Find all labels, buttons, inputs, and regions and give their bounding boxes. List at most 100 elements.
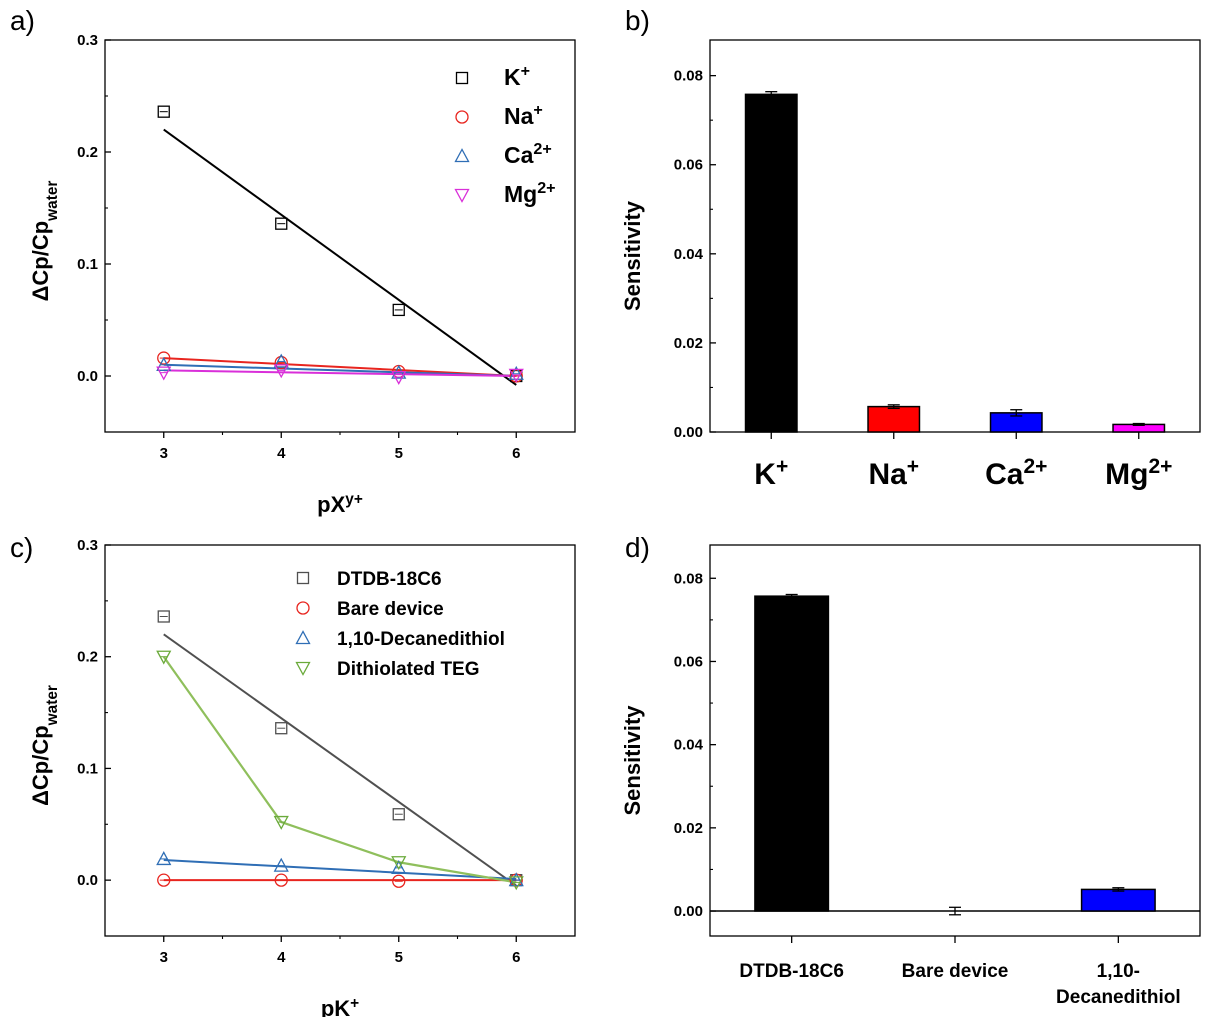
panel-a-ytick-label: 0.2 — [77, 144, 98, 161]
panel-b-category-label-1-part: Na — [868, 458, 907, 491]
panel-c-legend-marker-1 — [296, 601, 310, 615]
panel-c-legend-label-0-part: DTDB-18C6 — [337, 569, 442, 590]
panel-c-ytick-label-part: 0.3 — [77, 537, 98, 554]
panel-a-legend-label-3: Mg2+ — [504, 179, 556, 207]
panel-a-xtick-label: 5 — [395, 445, 403, 462]
panel-c-legend-marker-3 — [295, 661, 311, 676]
panel-b-category-label-2-part: Ca — [985, 458, 1024, 491]
panel-c-series-0-fit-line — [163, 633, 517, 887]
panel-c-letter-part: c) — [10, 532, 33, 563]
panel-b-category-label-2-part: 2+ — [1023, 455, 1047, 478]
panel-c-ytick-label-part: 0.0 — [77, 872, 98, 889]
panel-a-legend-label-3-part: Mg — [504, 181, 537, 207]
panel-b-category-label-3-part: 2+ — [1148, 455, 1172, 478]
panel-b-ytick-label-part: 0.02 — [674, 335, 703, 352]
panel-c-legend-label-1: Bare device — [337, 599, 444, 620]
panel-b-letter-part: b) — [625, 5, 650, 36]
panel-a-legend-label-2-part: 2+ — [533, 140, 551, 158]
panel-d-y-axis-title-part: Sensitivity — [620, 705, 645, 816]
panel-a-y-axis-title-part: water — [44, 181, 61, 222]
panel-d-ytick-label-part: 0.06 — [674, 653, 703, 670]
panel-d-ytick-label-part: 0.00 — [674, 903, 703, 920]
panel-a-series-1-point — [274, 355, 288, 370]
panel-a-y-axis-title: ΔCp/Cpwater — [28, 181, 61, 302]
panel-d-ytick-label-part: 0.08 — [674, 570, 703, 587]
panel-c-series-3-line — [162, 656, 517, 884]
panel-a-ytick-label: 0.3 — [77, 32, 98, 49]
panel-a-legend-label-1: Na+ — [504, 101, 543, 129]
panel-c-xtick-label-part: 6 — [512, 949, 520, 966]
panel-b-category-label-1-part: + — [907, 455, 919, 478]
panel-b-ytick-label: 0.08 — [674, 68, 703, 85]
panel-c-series-0-point — [275, 722, 288, 735]
panel-a-x-axis-title: pXy+ — [317, 491, 363, 518]
panel-b-y-axis-title-part: Sensitivity — [620, 200, 645, 311]
panel-c-xtick-label-part: 5 — [395, 949, 403, 966]
panel-d-ytick-label: 0.08 — [674, 570, 703, 587]
panel-c-xtick-label: 4 — [277, 949, 286, 966]
panel-c-x-axis-title-part: + — [350, 995, 359, 1012]
panel-b-ytick-label-part: 0.06 — [674, 157, 703, 174]
panel-c-x-axis-title: pK+ — [321, 995, 359, 1017]
panel-a-x-axis-title-part: pX — [317, 492, 345, 517]
panel-d-category-label-1: Bare device — [902, 961, 1009, 982]
panel-c-ytick-label: 0.2 — [77, 649, 98, 666]
panel-a-xtick-label-part: 4 — [277, 445, 286, 462]
panel-d-ytick-label-part: 0.04 — [674, 737, 704, 754]
panel-a-series-3-fit-line — [163, 369, 517, 377]
panel-b-ytick-label-part: 0.04 — [674, 246, 704, 263]
panel-a-x-axis-title-part: y+ — [345, 491, 363, 508]
panel-a-xtick-label-part: 3 — [160, 445, 168, 462]
panel-d-ytick-label: 0.06 — [674, 653, 703, 670]
panel-a-series-1-fit-line — [163, 357, 517, 377]
panel-c-series-1-point — [392, 874, 406, 888]
panel-c-legend-marker-0 — [296, 571, 310, 585]
panel-d-letter-part: d) — [625, 532, 650, 563]
panel-d-bar-2 — [1080, 888, 1156, 912]
panel-d-bar-0 — [754, 595, 830, 912]
panel-a-series-0-fit-line — [163, 128, 517, 386]
panel-a-legend-label-3-part: 2+ — [537, 179, 555, 197]
panel-c-xtick-label-part: 4 — [277, 949, 286, 966]
panel-a-legend-label-0-part: K — [504, 64, 521, 90]
panel-b-plot-frame — [709, 39, 1201, 433]
panel-d-letter: d) — [625, 532, 650, 563]
panel-a-xtick-label: 6 — [512, 445, 520, 462]
panel-a-legend-marker-1 — [455, 110, 469, 124]
panel-c-ytick-label: 0.3 — [77, 537, 98, 554]
panel-b-category-label-3: Mg2+ — [1105, 455, 1172, 492]
panel-a-legend-label-1-part: Na — [504, 103, 534, 129]
panel-b-bar-1 — [867, 405, 921, 433]
panel-b-ytick-label-part: 0.00 — [674, 424, 703, 441]
panel-c-y-axis-title: ΔCp/Cpwater — [28, 685, 61, 806]
panel-d-ytick-label: 0.00 — [674, 903, 703, 920]
panel-a-series-1-point — [157, 351, 171, 365]
panel-c-x-axis-title-part: pK — [321, 996, 350, 1017]
panel-c-xtick-label: 5 — [395, 949, 403, 966]
panel-b-bar-0 — [744, 93, 798, 433]
panel-c-legend-label-3: Dithiolated TEG — [337, 659, 480, 680]
panel-c-legend-marker-2 — [295, 630, 311, 645]
panel-a-legend-label-2: Ca2+ — [504, 140, 552, 168]
panel-b-ytick-label: 0.00 — [674, 424, 703, 441]
panel-d-y-axis-title: Sensitivity — [620, 705, 645, 816]
panel-c-legend-label-2: 1,10-Decanedithiol — [337, 629, 505, 650]
panel-a-series-0-point — [392, 303, 405, 317]
panel-a-series-0-point — [275, 217, 288, 230]
panel-d-category-label-2: 1,10- — [1097, 961, 1140, 982]
panel-a-legend-marker-0 — [455, 71, 469, 85]
panel-a-ytick-label-part: 0.1 — [77, 256, 98, 273]
panel-c-legend-label-1-part: Bare device — [337, 599, 444, 620]
panel-a-xtick-label: 4 — [277, 445, 286, 462]
panel-c-ytick-label-part: 0.1 — [77, 760, 98, 777]
panel-b-y-axis-title: Sensitivity — [620, 200, 645, 311]
panel-b-ytick-label: 0.02 — [674, 335, 703, 352]
panel-c-series-1-point — [157, 873, 171, 887]
panel-a-legend-label-0-part: + — [521, 62, 530, 80]
panel-a-series-0-point — [157, 105, 170, 118]
panel-a-ytick-label-part: 0.0 — [77, 368, 98, 385]
panel-a-legend-label-2-part: Ca — [504, 142, 534, 168]
panel-a-legend-marker-2 — [454, 148, 470, 163]
panel-b-letter: b) — [625, 5, 650, 36]
